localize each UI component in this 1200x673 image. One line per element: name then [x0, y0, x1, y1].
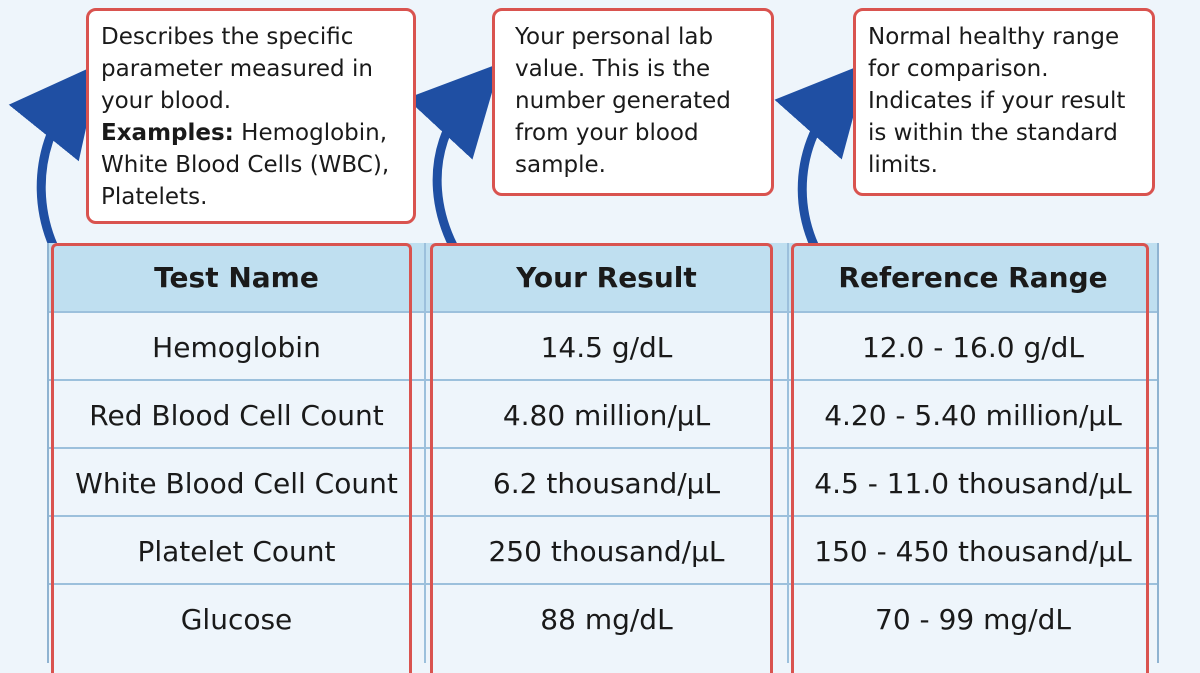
lab-results-table: Test Name Your Result Reference Range He…: [47, 243, 1159, 673]
cell-test-name: Glucose: [180, 602, 293, 636]
row-divider: [49, 447, 1157, 449]
row-divider: [49, 379, 1157, 381]
cell-your-result: 88 mg/dL: [540, 602, 673, 636]
cell-test-name: Platelet Count: [137, 534, 336, 568]
cell-your-result: 250 thousand/µL: [488, 534, 725, 568]
cell-reference-range: 70 - 99 mg/dL: [875, 602, 1071, 636]
cell-test-name: Red Blood Cell Count: [89, 398, 384, 432]
callout-examples-label: Examples:: [101, 120, 234, 146]
column-divider: [424, 243, 426, 663]
row-divider: [49, 583, 1157, 585]
header-your-result: Your Result: [516, 260, 697, 294]
cell-your-result: 4.80 million/µL: [502, 398, 711, 432]
cell-reference-range: 4.5 - 11.0 thousand/µL: [814, 466, 1132, 500]
cell-test-name: Hemoglobin: [152, 330, 321, 364]
header-test-name: Test Name: [154, 260, 319, 294]
cell-test-name: White Blood Cell Count: [75, 466, 398, 500]
table-header: [49, 243, 1157, 313]
callout-test-name: Describes the specific parameter measure…: [86, 8, 416, 224]
callout-examples-text: Hemoglobin, White Blood Cells (WBC), Pla…: [101, 120, 390, 210]
callout-reference-range-text: Normal healthy range for comparison. Ind…: [868, 24, 1126, 178]
callout-your-result: Your personal lab value. This is the num…: [492, 8, 774, 196]
callout-reference-range: Normal healthy range for comparison. Ind…: [853, 8, 1155, 196]
callout-test-name-text: Describes the specific parameter measure…: [101, 24, 373, 114]
row-divider: [49, 515, 1157, 517]
cell-your-result: 14.5 g/dL: [540, 330, 673, 364]
callout-your-result-text: Your personal lab value. This is the num…: [515, 24, 731, 178]
header-reference-range: Reference Range: [838, 260, 1108, 294]
column-divider: [787, 243, 789, 663]
cell-reference-range: 150 - 450 thousand/µL: [814, 534, 1132, 568]
cell-reference-range: 4.20 - 5.40 million/µL: [824, 398, 1122, 432]
cell-your-result: 6.2 thousand/µL: [492, 466, 721, 500]
cell-reference-range: 12.0 - 16.0 g/dL: [861, 330, 1085, 364]
